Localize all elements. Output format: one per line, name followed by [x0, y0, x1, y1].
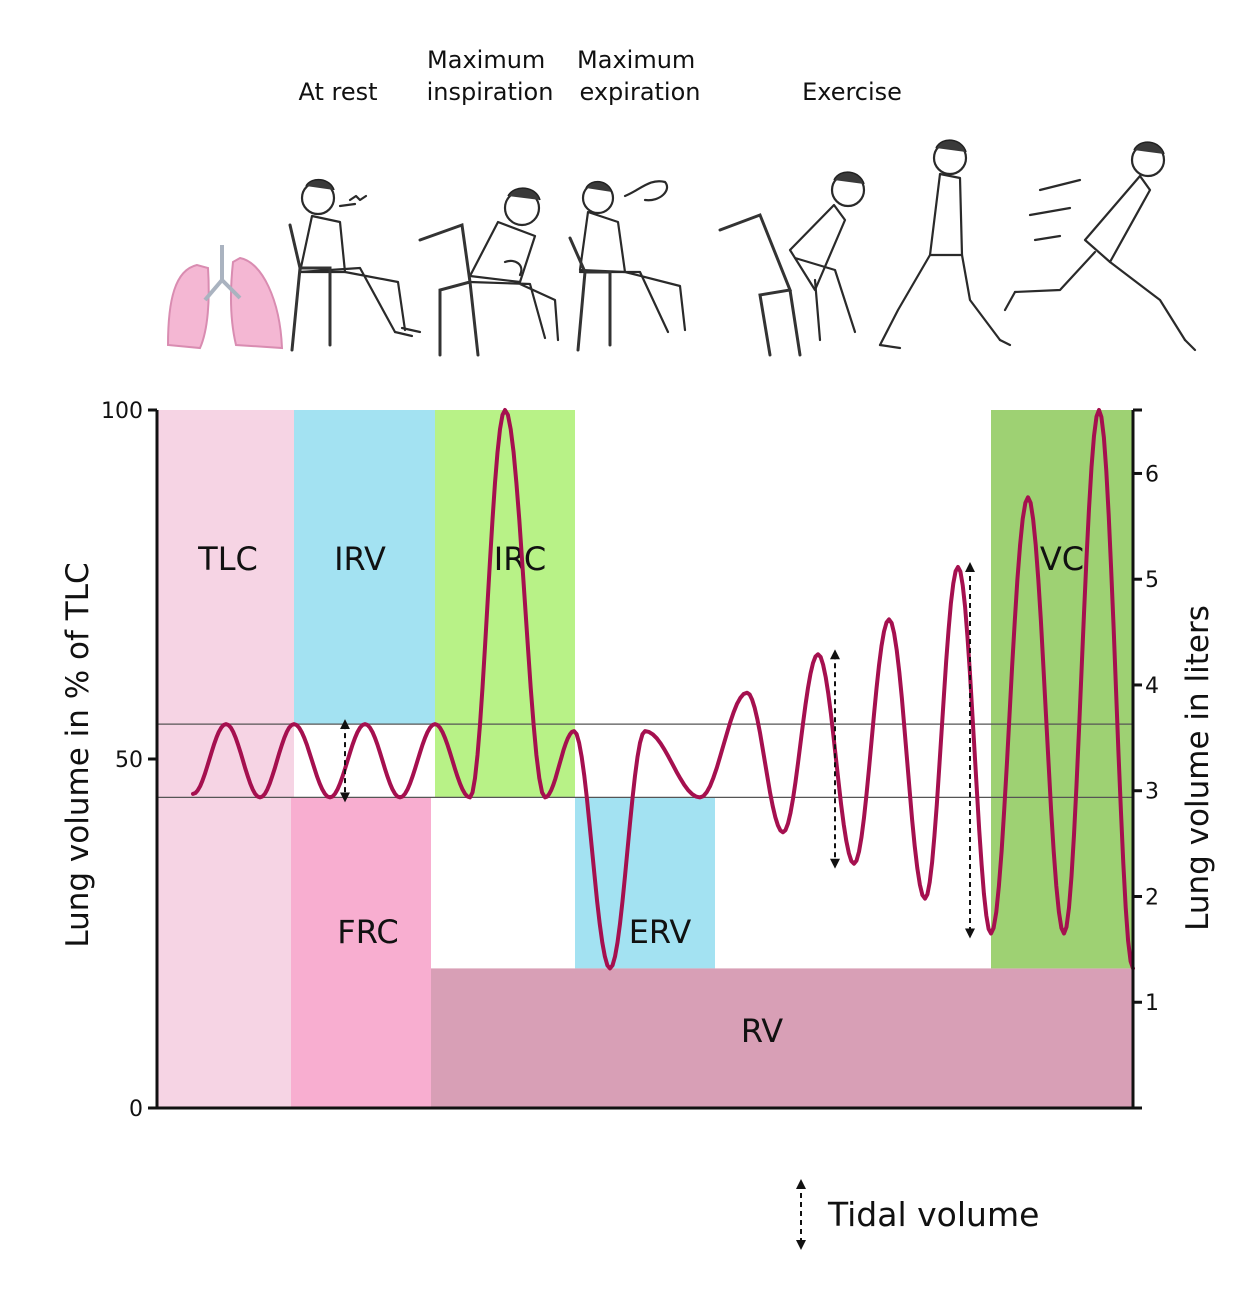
region-rv — [431, 968, 1133, 1108]
person-max-expiration-icon — [568, 180, 687, 352]
chart-regions — [157, 410, 1133, 1108]
situation-label-max-inspiration: Maximum inspiration — [427, 46, 554, 106]
person-rising-icon — [718, 171, 866, 357]
left-axis-title: Lung volume in % of TLC — [60, 562, 96, 947]
region-frc — [291, 797, 431, 1108]
left-tick-label-0: 0 — [129, 1097, 143, 1122]
right-tick-label-4: 4 — [1145, 674, 1159, 699]
right-axis-title: Lung volume in liters — [1180, 605, 1216, 931]
region-irc — [435, 410, 575, 798]
region-irv — [294, 410, 435, 725]
situation-labels: At rest Maximum inspiration Maximum expi… — [298, 46, 901, 106]
axes: 0 50 100 1 2 3 4 5 6 — [101, 399, 1159, 1122]
person-running-icon — [1003, 141, 1197, 352]
person-walking-icon — [878, 139, 1012, 350]
illustrations — [166, 139, 1197, 357]
legend-tidal-volume-label: Tidal volume — [827, 1195, 1039, 1234]
right-tick-label-1: 1 — [1145, 991, 1159, 1016]
situation-label-at-rest: At rest — [298, 78, 377, 106]
region-label-irv: IRV — [334, 540, 386, 578]
right-tick-label-3: 3 — [1145, 780, 1159, 805]
region-label-tlc: TLC — [197, 540, 258, 578]
lungs-icon — [166, 245, 284, 350]
situation-label-exercise: Exercise — [802, 78, 902, 106]
left-tick-label-50: 50 — [115, 748, 143, 773]
region-erv — [575, 797, 715, 969]
legend: Tidal volume — [796, 1179, 1039, 1250]
person-at-rest-icon — [288, 178, 422, 352]
region-label-rv: RV — [741, 1012, 783, 1050]
tidal-volume-arrows — [340, 562, 975, 939]
region-label-vc: VC — [1040, 540, 1084, 578]
situation-label-max-expiration: Maximum expiration — [577, 46, 703, 106]
left-tick-label-100: 100 — [101, 399, 143, 424]
region-tlc — [157, 410, 294, 1108]
person-max-inspiration-icon — [418, 187, 560, 357]
region-label-frc: FRC — [337, 913, 398, 951]
right-tick-label-6: 6 — [1145, 462, 1159, 487]
right-tick-label-2: 2 — [1145, 885, 1159, 910]
right-tick-label-5: 5 — [1145, 568, 1159, 593]
region-label-erv: ERV — [629, 913, 692, 951]
